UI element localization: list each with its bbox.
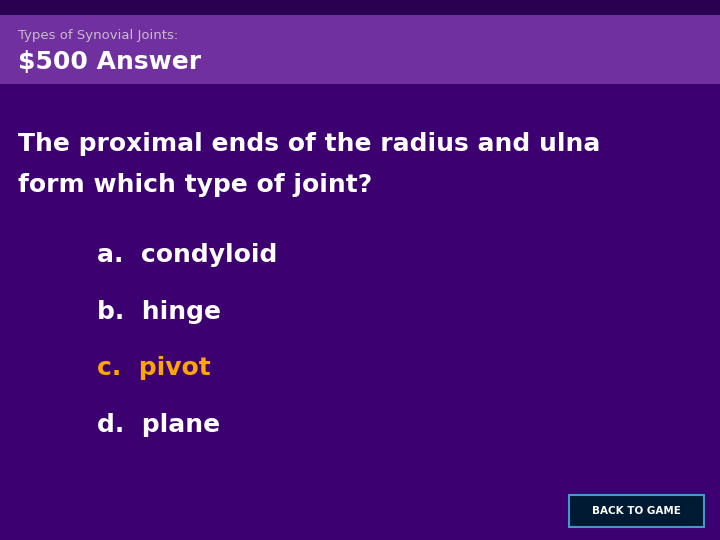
Text: form which type of joint?: form which type of joint? [18,173,372,197]
FancyBboxPatch shape [0,0,720,15]
Text: BACK TO GAME: BACK TO GAME [592,506,681,516]
Text: $500 Answer: $500 Answer [18,50,201,74]
Text: Types of Synovial Joints:: Types of Synovial Joints: [18,29,179,42]
FancyBboxPatch shape [569,495,704,526]
Text: a.  condyloid: a. condyloid [97,243,278,267]
Text: d.  plane: d. plane [97,413,220,437]
Text: b.  hinge: b. hinge [97,300,221,323]
Text: The proximal ends of the radius and ulna: The proximal ends of the radius and ulna [18,132,600,156]
FancyBboxPatch shape [0,15,720,84]
Text: c.  pivot: c. pivot [97,356,211,380]
